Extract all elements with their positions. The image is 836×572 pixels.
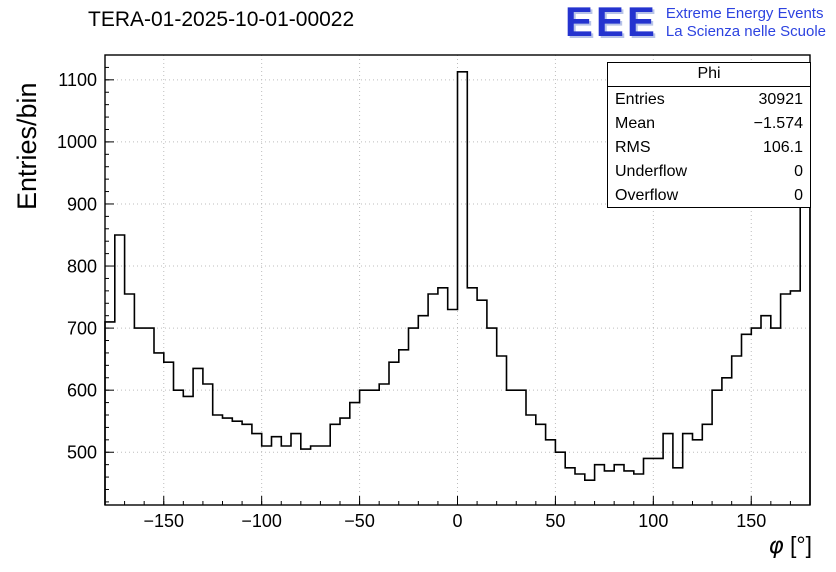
x-tick-label: −150 xyxy=(143,511,184,531)
y-tick-label: 800 xyxy=(67,256,97,276)
y-tick-label: 600 xyxy=(67,380,97,400)
eee-logo-line2: La Scienza nelle Scuole xyxy=(665,23,826,40)
x-tick-label: 0 xyxy=(452,511,462,531)
y-tick-label: 1100 xyxy=(58,70,97,90)
stats-row-underflow: Underflow 0 xyxy=(608,159,810,183)
x-tick-label: −50 xyxy=(344,511,375,531)
stat-value-rms: 106.1 xyxy=(762,139,803,156)
stat-value-entries: 30921 xyxy=(758,91,804,108)
stat-value-mean: −1.574 xyxy=(753,115,803,132)
histogram-line xyxy=(104,71,811,505)
y-tick-label: 1000 xyxy=(57,132,97,152)
x-tick-label: 50 xyxy=(545,511,565,531)
plot-title: TERA-01-2025-10-01-00022 xyxy=(88,8,355,31)
x-tick-label: 150 xyxy=(736,511,766,531)
stat-label-underflow: Underflow xyxy=(615,163,688,180)
stats-row-rms: RMS 106.1 xyxy=(608,135,810,159)
x-axis-title: φ [°] xyxy=(768,532,812,559)
y-tick-label: 700 xyxy=(67,318,97,338)
eee-logo: EEE Extreme Energy Events La Scienza nel… xyxy=(564,0,826,45)
eee-logo-letters: EEE xyxy=(564,0,658,45)
x-axis-symbol: φ xyxy=(768,533,784,559)
y-axis-title: Entries/bin xyxy=(12,82,42,210)
stat-value-underflow: 0 xyxy=(794,163,803,180)
y-tick-label: 500 xyxy=(67,443,97,463)
stats-row-entries: Entries 30921 xyxy=(608,87,810,111)
stat-label-rms: RMS xyxy=(615,139,651,156)
stat-label-entries: Entries xyxy=(615,91,665,108)
y-tick-label: 900 xyxy=(67,194,97,214)
stat-label-mean: Mean xyxy=(615,115,656,132)
x-tick-label: −100 xyxy=(241,511,282,531)
stat-label-overflow: Overflow xyxy=(615,187,679,204)
stats-box: Phi Entries 30921 Mean −1.574 RMS 106.1 … xyxy=(607,62,811,208)
stat-value-overflow: 0 xyxy=(794,187,803,204)
stats-box-title: Phi xyxy=(608,63,810,87)
eee-logo-caption: Extreme Energy Events La Scienza nelle S… xyxy=(666,2,826,41)
x-axis-unit: [°] xyxy=(790,532,812,558)
stats-row-overflow: Overflow 0 xyxy=(608,183,810,207)
eee-logo-line1: Extreme Energy Events xyxy=(665,5,824,22)
x-tick-label: 100 xyxy=(638,511,668,531)
stats-row-mean: Mean −1.574 xyxy=(608,111,810,135)
